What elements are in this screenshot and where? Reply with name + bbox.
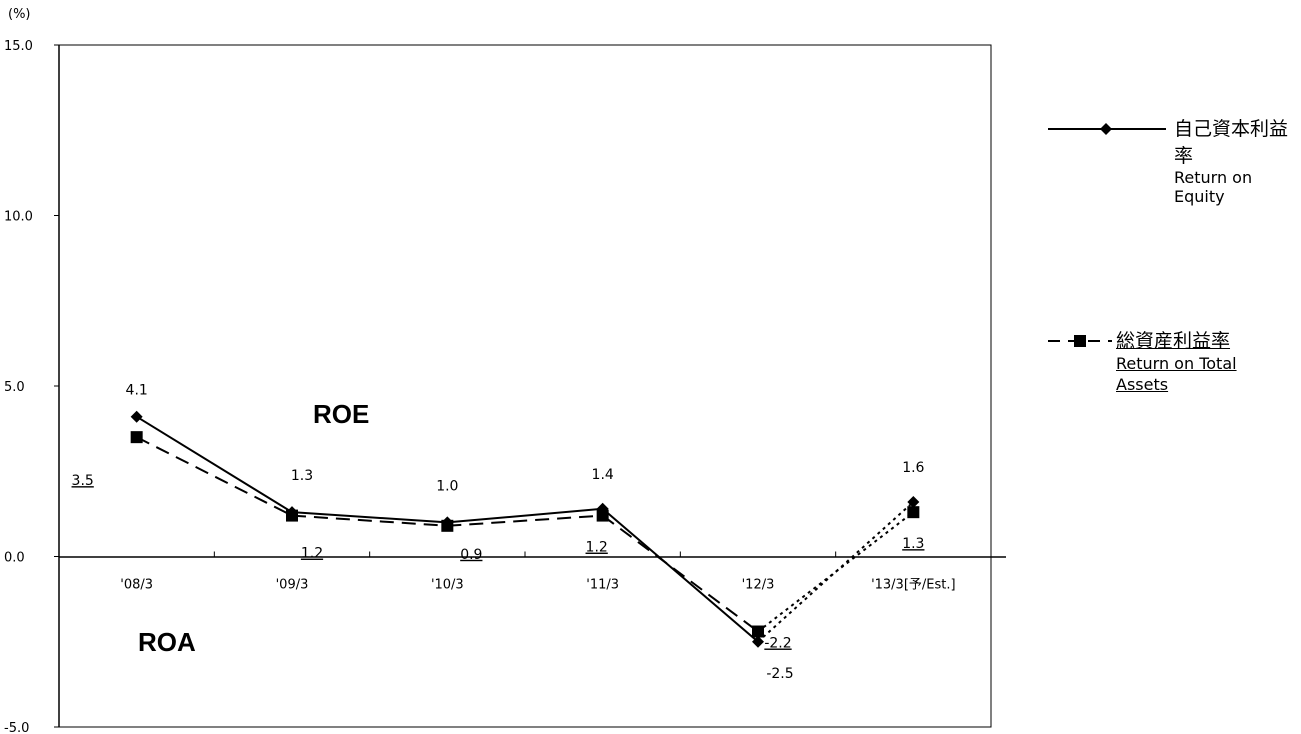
x-tick-label: '13/3[予/Est.]	[871, 578, 956, 593]
y-tick-label: -5.0	[4, 721, 29, 734]
roa-point-marker	[286, 509, 298, 522]
roa-line-segment	[136, 436, 293, 517]
roa-point-marker	[596, 509, 609, 522]
x-tick-label: '10/3	[431, 578, 464, 593]
roe-data-label: 1.4	[592, 467, 614, 483]
roa-line-segment	[447, 514, 603, 527]
roa-data-label: 1.2	[301, 546, 323, 562]
y-tick-label: 10.0	[4, 210, 33, 225]
roa-data-label: -2.2	[764, 636, 791, 652]
roe-data-label: 1.3	[291, 468, 313, 484]
legend-roa-name-en: Return on Total Assets	[1116, 354, 1237, 394]
roe-callout-label: ROE	[313, 399, 369, 429]
y-tick-label: 0.0	[4, 551, 25, 566]
legend-roe-swatch	[1048, 123, 1166, 135]
roe-data-label: 1.0	[436, 478, 458, 494]
x-tick-label: '11/3	[586, 578, 619, 593]
roe-data-label: 4.1	[126, 383, 148, 399]
x-tick-label: '09/3	[276, 578, 309, 593]
roa-callout-label: ROA	[138, 627, 196, 657]
roa-line-segment	[757, 511, 914, 633]
roa-point-marker	[441, 519, 454, 532]
roa-line-segment	[291, 514, 448, 527]
roe-point-marker	[130, 410, 143, 423]
roa-point-marker	[130, 431, 143, 444]
roa-data-label: 1.2	[586, 540, 608, 556]
roa-data-label: 3.5	[72, 473, 94, 489]
y-tick-label: 15.0	[4, 39, 33, 54]
roe-point-marker	[907, 495, 920, 508]
legend-roa-name-jp: 総資産利益率	[1116, 330, 1231, 352]
roa-point-marker	[752, 625, 764, 638]
roe-data-label: -2.5	[766, 666, 793, 682]
roa-line-segment	[602, 514, 759, 633]
roe-line-segment	[447, 507, 603, 524]
roe-point-marker	[752, 635, 764, 648]
roe-line-segment	[136, 415, 293, 514]
legend-roe-name-jp: 自己資本利益率	[1174, 118, 1289, 167]
roa-data-label: 0.9	[460, 547, 482, 563]
plot-area-frame	[58, 44, 992, 728]
roa-point-marker	[907, 506, 920, 519]
roe-line-segment	[291, 511, 448, 524]
roa-data-label: 1.3	[902, 536, 924, 552]
legend-roe-name-en: Return on Equity	[1174, 168, 1253, 206]
x-tick-label: '12/3	[742, 578, 775, 593]
y-unit-label: (%)	[8, 7, 31, 22]
y-tick-label: 5.0	[4, 380, 25, 395]
x-tick-label: '08/3	[120, 578, 153, 593]
roe-line-segment	[602, 508, 759, 643]
legend-roa-swatch	[1048, 335, 1112, 347]
roe-line-segment	[757, 501, 915, 643]
roe-data-label: 1.6	[902, 460, 924, 476]
